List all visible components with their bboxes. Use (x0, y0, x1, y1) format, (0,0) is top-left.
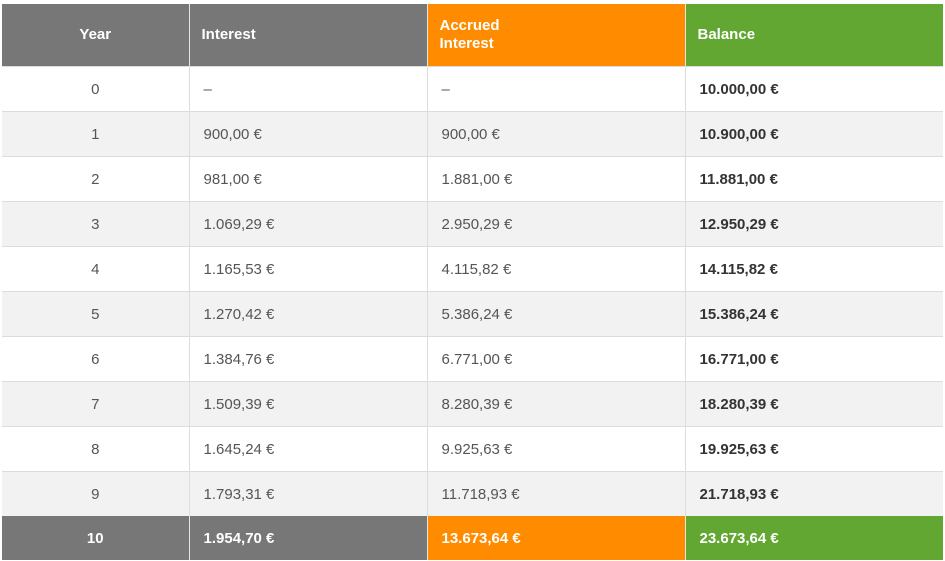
table-row: 6 1.384,76 € 6.771,00 € 16.771,00 € (2, 336, 943, 382)
table-row: 8 1.645,24 € 9.925,63 € 19.925,63 € (2, 426, 943, 472)
interest-cell: 1.069,29 € (189, 201, 428, 247)
header-year: Year (2, 4, 190, 67)
balance-cell: 15.386,24 € (685, 291, 943, 337)
accrued-cell: – (427, 66, 686, 112)
table-row: 1 900,00 € 900,00 € 10.900,00 € (2, 111, 943, 157)
interest-cell: 1.270,42 € (189, 291, 428, 337)
balance-cell: 10.900,00 € (685, 111, 943, 157)
year-cell: 0 (2, 66, 190, 112)
balance-cell: 21.718,93 € (685, 471, 943, 516)
interest-cell: 981,00 € (189, 156, 428, 202)
accrued-cell: 1.881,00 € (427, 156, 686, 202)
interest-cell: 1.793,31 € (189, 471, 428, 516)
header-accrued-line1: Accrued (439, 17, 500, 34)
header-interest: Interest (189, 4, 428, 67)
table-row: 7 1.509,39 € 8.280,39 € 18.280,39 € (2, 381, 943, 427)
header-accrued-interest: Accrued Interest (427, 4, 686, 67)
header-accrued-line2: Interest (439, 35, 494, 52)
accrued-cell: 9.925,63 € (427, 426, 686, 472)
table-row: 2 981,00 € 1.881,00 € 11.881,00 € (2, 156, 943, 202)
balance-cell: 10.000,00 € (685, 66, 943, 112)
accrued-cell: 8.280,39 € (427, 381, 686, 427)
interest-cell: 900,00 € (189, 111, 428, 157)
year-cell: 4 (2, 246, 190, 292)
year-cell: 7 (2, 381, 190, 427)
year-cell: 1 (2, 111, 190, 157)
interest-cell: 1.645,24 € (189, 426, 428, 472)
total-interest-cell: 1.954,70 € (189, 516, 428, 560)
table-row: 3 1.069,29 € 2.950,29 € 12.950,29 € (2, 201, 943, 247)
table-row: 9 1.793,31 € 11.718,93 € 21.718,93 € (2, 471, 943, 516)
total-year-cell: 10 (2, 516, 190, 560)
total-row: 10 1.954,70 € 13.673,64 € 23.673,64 € (2, 516, 943, 560)
table-row: 4 1.165,53 € 4.115,82 € 14.115,82 € (2, 246, 943, 292)
year-cell: 9 (2, 471, 190, 516)
accrued-cell: 5.386,24 € (427, 291, 686, 337)
year-cell: 2 (2, 156, 190, 202)
balance-cell: 18.280,39 € (685, 381, 943, 427)
table-row: 0 – – 10.000,00 € (2, 66, 943, 112)
table-row: 5 1.270,42 € 5.386,24 € 15.386,24 € (2, 291, 943, 337)
interest-cell: 1.165,53 € (189, 246, 428, 292)
interest-table: Year Interest Accrued Interest Balance 0 … (2, 4, 943, 560)
interest-cell: 1.509,39 € (189, 381, 428, 427)
interest-cell: – (189, 66, 428, 112)
accrued-cell: 2.950,29 € (427, 201, 686, 247)
accrued-cell: 6.771,00 € (427, 336, 686, 382)
balance-cell: 12.950,29 € (685, 201, 943, 247)
total-balance-cell: 23.673,64 € (685, 516, 943, 560)
balance-cell: 11.881,00 € (685, 156, 943, 202)
year-cell: 5 (2, 291, 190, 337)
interest-cell: 1.384,76 € (189, 336, 428, 382)
balance-cell: 19.925,63 € (685, 426, 943, 472)
accrued-cell: 11.718,93 € (427, 471, 686, 516)
total-accrued-cell: 13.673,64 € (427, 516, 686, 560)
header-row: Year Interest Accrued Interest Balance (2, 4, 943, 67)
year-cell: 3 (2, 201, 190, 247)
year-cell: 6 (2, 336, 190, 382)
header-balance: Balance (685, 4, 943, 67)
year-cell: 8 (2, 426, 190, 472)
balance-cell: 14.115,82 € (685, 246, 943, 292)
balance-cell: 16.771,00 € (685, 336, 943, 382)
accrued-cell: 4.115,82 € (427, 246, 686, 292)
accrued-cell: 900,00 € (427, 111, 686, 157)
